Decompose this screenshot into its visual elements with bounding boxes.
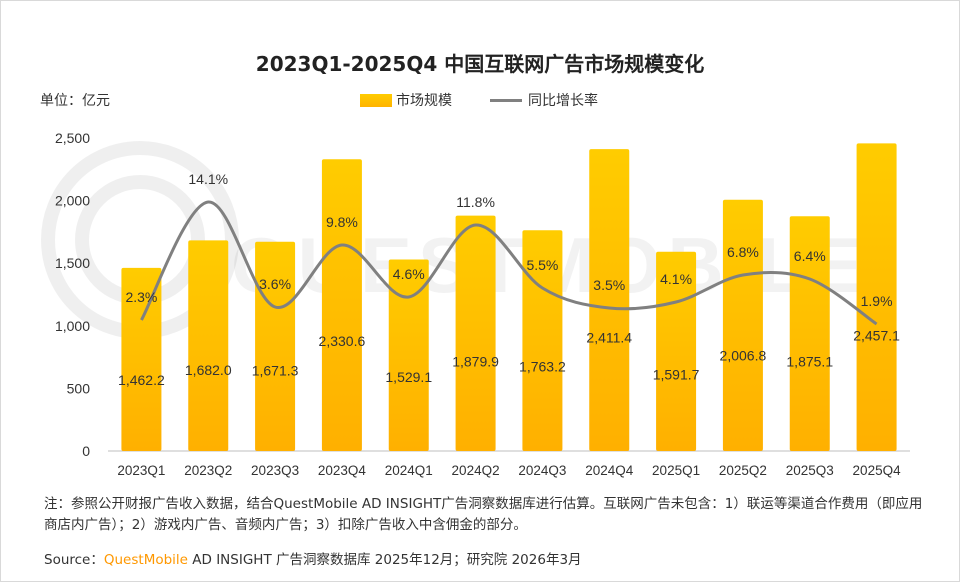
y-tick-label: 2,000 [55, 193, 90, 209]
x-tick-label: 2024Q4 [585, 463, 634, 478]
chart-title: 2023Q1-2025Q4 中国互联网广告市场规模变化 [255, 52, 705, 76]
bar-value-label: 1,875.1 [786, 353, 833, 369]
bar [255, 241, 296, 451]
source-prefix: Source： [44, 552, 104, 568]
source-rest: AD INSIGHT 广告洞察数据库 2025年12月；研究院 2026年3月 [187, 552, 582, 568]
legend-bar-label: 市场规模 [396, 93, 452, 109]
growth-rate-label: 4.1% [660, 271, 692, 287]
bar [121, 267, 162, 451]
bar [522, 230, 563, 451]
x-tick-label: 2023Q1 [117, 463, 165, 478]
bar-value-label: 1,529.1 [385, 369, 432, 385]
growth-rate-label: 14.1% [188, 171, 228, 187]
bar-value-label: 1,682.0 [185, 362, 232, 378]
legend-line-swatch [490, 98, 522, 102]
x-tick-label: 2024Q3 [518, 463, 566, 478]
y-tick-label: 1,500 [55, 255, 90, 271]
unit-label: 单位：亿元 [40, 93, 110, 109]
growth-rate-line [140, 200, 878, 326]
bar-value-label: 1,671.3 [252, 363, 299, 379]
bar [321, 159, 362, 452]
y-tick-label: 500 [67, 380, 91, 396]
x-tick-label: 2025Q2 [719, 463, 767, 478]
x-tick-label: 2023Q2 [184, 463, 232, 478]
growth-rate-label: 5.5% [526, 257, 558, 273]
x-tick-label: 2023Q4 [318, 463, 367, 478]
growth-rate-label: 6.4% [794, 248, 826, 264]
bar-value-label: 2,006.8 [720, 348, 767, 364]
y-tick-label: 1,000 [55, 318, 90, 334]
bar [722, 199, 763, 451]
bar-value-label: 2,457.1 [853, 327, 900, 343]
footnote: 注：参照公开财报广告收入数据，结合QuestMobile AD INSIGHT广… [44, 496, 923, 533]
x-tick-label: 2025Q4 [853, 463, 902, 478]
bar [188, 240, 229, 451]
legend-bar-swatch [360, 93, 392, 107]
source-line: Source：QuestMobile AD INSIGHT 广告洞察数据库 20… [44, 548, 582, 568]
legend-line-label: 同比增长率 [528, 93, 598, 109]
x-tick-label: 2025Q3 [786, 463, 834, 478]
bar [388, 259, 429, 451]
y-tick-label: 2,500 [55, 130, 90, 146]
y-tick-label: 0 [82, 443, 90, 459]
growth-rate-label: 9.8% [326, 214, 358, 230]
growth-rate-label: 2.3% [125, 289, 157, 305]
x-tick-label: 2024Q2 [452, 463, 500, 478]
bar [455, 215, 496, 451]
bar-value-label: 1,879.9 [452, 353, 499, 369]
source-brand: QuestMobile [103, 552, 188, 568]
x-tick-label: 2025Q1 [652, 463, 700, 478]
bar-value-label: 2,411.4 [586, 329, 632, 345]
legend-bar-entry: 市场规模 [360, 90, 452, 110]
bar-value-label: 1,591.7 [653, 366, 700, 382]
growth-rate-label: 4.6% [393, 266, 425, 282]
x-tick-label: 2023Q3 [251, 463, 299, 478]
bar-value-label: 1,763.2 [519, 359, 566, 375]
bar [656, 251, 697, 451]
bar [589, 149, 630, 451]
growth-rate-label: 6.8% [727, 244, 759, 260]
growth-rate-label: 3.6% [259, 276, 291, 292]
growth-rate-label: 1.9% [861, 293, 893, 309]
growth-rate-label: 11.8% [456, 194, 495, 210]
bar [856, 143, 897, 451]
growth-rate-label: 3.5% [593, 277, 625, 293]
x-tick-label: 2024Q1 [385, 463, 433, 478]
legend-line-entry: 同比增长率 [490, 90, 598, 110]
bar-value-label: 2,330.6 [319, 333, 366, 349]
bar-value-label: 1,462.2 [118, 372, 165, 388]
